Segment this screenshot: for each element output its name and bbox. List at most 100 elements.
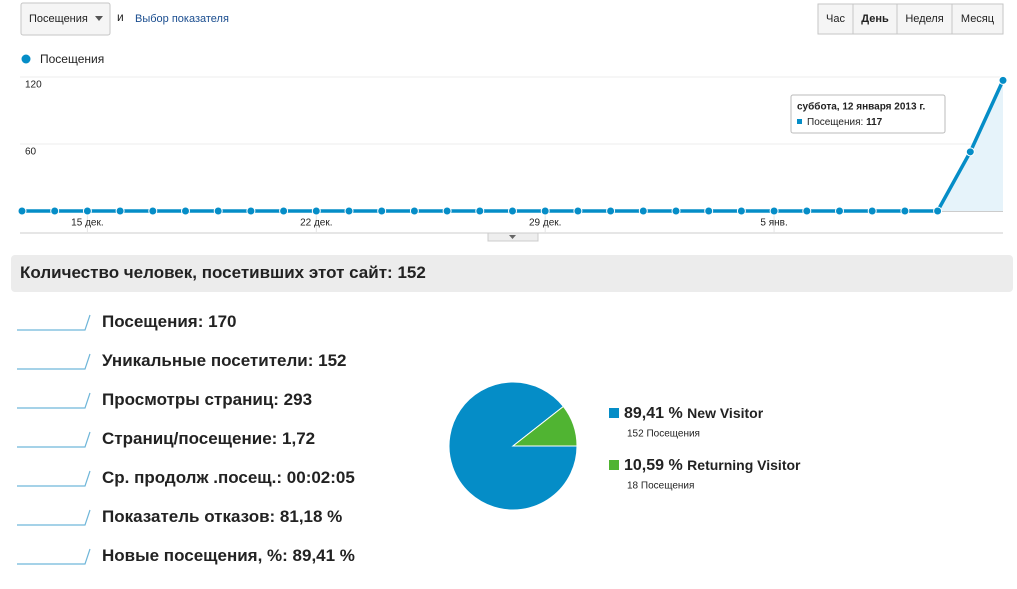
metric-row: Показатель отказов: 81,18 % [102,507,342,526]
period-button[interactable] [896,3,953,35]
metric-label: Посещения: [102,312,203,331]
legend-swatch [609,460,619,470]
tooltip [790,94,946,134]
point [377,206,387,216]
period-button[interactable] [951,3,1004,35]
point [17,206,27,216]
metric-select-text: Посещения [29,13,88,25]
metric-value: 293 [284,390,312,409]
x-tick-label: 29 дек. [529,218,561,229]
summary-value: 152 [397,263,425,282]
point [115,206,125,216]
point [50,206,60,216]
point [933,206,943,216]
legend-marker [21,54,31,64]
tooltip-title: суббота, 12 января 2013 г. [797,101,925,113]
metric-label: Ср. продолж .посещ.: [102,468,282,487]
sparkline [17,431,91,448]
point [835,206,844,216]
point [344,206,354,216]
legend-entry: 89,41 % New Visitor [624,405,764,423]
x-tick-label: 22 дек. [300,218,332,229]
metric-value: 81,18 % [280,507,342,526]
point [900,206,910,216]
metric-value: 170 [208,312,236,331]
period-button-label: Месяц [961,13,995,25]
metric-value: 1,72 [282,429,315,448]
point [475,206,485,216]
and-text: и [117,10,124,24]
legend-name: Returning Visitor [687,457,801,473]
metric-label: Уникальные посетители: [102,351,313,370]
expand-arrow [509,235,516,239]
metric-label: Новые посещения, %: [102,546,288,565]
point [311,206,321,216]
legend-name: New Visitor [687,405,764,421]
legend-sublabel: 152 Посещения [627,429,700,440]
point [213,206,223,216]
pie-slice [511,405,578,447]
legend-percent: 10,59 % [624,457,683,474]
y-tick-label: 120 [25,80,42,91]
point [606,206,616,216]
tooltip-value: 117 [866,117,883,128]
metric-row: Посещения: 170 [102,312,237,331]
point [802,206,812,216]
legend-label: Посещения [40,52,104,66]
point [965,147,975,157]
point [148,206,158,216]
metric-row: Ср. продолж .посещ.: 00:02:05 [102,468,355,487]
point [409,206,419,216]
point [279,206,289,216]
period-button-label: Час [826,13,845,25]
sparkline [17,470,91,487]
point [998,75,1008,85]
metric-label: Показатель отказов: [102,507,275,526]
legend-percent: 89,41 % [624,405,683,422]
sparkline [17,314,91,331]
legend-sublabel: 18 Посещения [627,481,694,492]
point [246,206,256,216]
summary-band [11,255,1013,292]
point [442,206,452,216]
sparkline [17,548,91,565]
legend-swatch [609,408,619,418]
metric-value: 152 [318,351,346,370]
metric-label: Страниц/посещение: [102,429,277,448]
sparkline [17,392,91,409]
tooltip-marker [797,119,802,124]
point [540,206,550,216]
point [867,206,877,216]
tooltip-label: Посещения: [807,117,863,128]
metric-select[interactable] [20,2,111,36]
metric-value: 89,41 % [293,546,355,565]
point [82,206,92,216]
y-tick-label: 60 [25,147,37,158]
period-button-label: Неделя [905,13,943,25]
point [181,206,190,216]
metric-row: Просмотры страниц: 293 [102,390,312,409]
legend-entry: 10,59 % Returning Visitor [624,457,801,475]
point [573,206,583,216]
point [736,206,746,216]
point [704,206,714,216]
point [508,206,517,216]
summary-header: Количество человек, посетивших этот сайт… [20,263,426,282]
metric-row: Уникальные посетители: 152 [102,351,347,370]
sparkline [17,353,91,370]
x-tick-label: 5 янв. [760,218,787,229]
metric-row: Новые посещения, %: 89,41 % [102,546,355,565]
point [769,206,779,216]
sparkline [17,509,91,526]
metric-row: Страниц/посещение: 1,72 [102,429,315,448]
point [671,206,681,216]
summary-text: Количество человек, посетивших этот сайт… [20,263,393,282]
point [638,206,648,216]
compare-link[interactable]: Выбор показателя [135,13,229,25]
metric-label: Просмотры страниц: [102,390,279,409]
period-button[interactable] [817,3,854,35]
period-button-label: День [861,13,889,25]
tooltip-row: Посещения: 117 [807,117,883,128]
